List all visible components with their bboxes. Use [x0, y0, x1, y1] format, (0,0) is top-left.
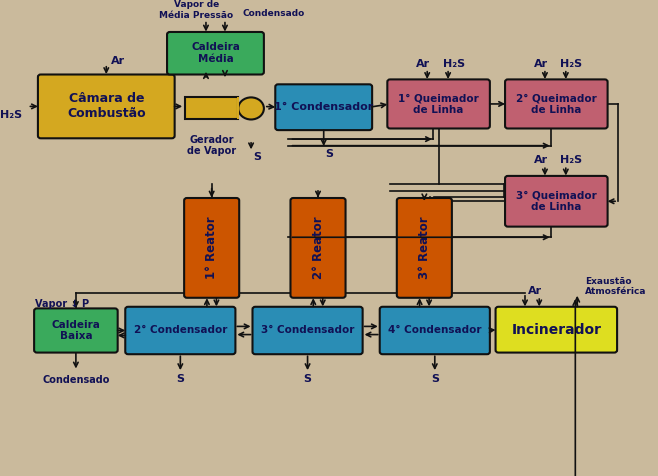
FancyBboxPatch shape [388, 79, 490, 129]
FancyBboxPatch shape [34, 308, 118, 353]
Text: 3° Queimador
de Linha: 3° Queimador de Linha [516, 190, 597, 212]
FancyBboxPatch shape [380, 307, 490, 354]
Text: S: S [303, 374, 312, 384]
Text: Ar: Ar [534, 155, 548, 165]
Text: H₂S: H₂S [561, 155, 582, 165]
Text: S: S [431, 374, 439, 384]
FancyBboxPatch shape [167, 32, 264, 75]
Text: H₂S: H₂S [0, 109, 22, 119]
FancyBboxPatch shape [505, 79, 607, 129]
Text: Ar: Ar [528, 286, 542, 296]
Text: Condensado: Condensado [242, 9, 304, 18]
FancyBboxPatch shape [275, 84, 372, 130]
Text: 2° Queimador
de Linha: 2° Queimador de Linha [516, 93, 597, 115]
FancyBboxPatch shape [253, 307, 363, 354]
Text: Gerador
de Vapor: Gerador de Vapor [187, 135, 236, 157]
Text: 4° Condensador: 4° Condensador [388, 326, 482, 336]
Text: S: S [176, 374, 184, 384]
Text: S: S [326, 149, 334, 159]
Bar [238, 98, 240, 119]
Text: Ar: Ar [534, 59, 548, 69]
FancyBboxPatch shape [505, 176, 607, 227]
Text: Ar: Ar [417, 59, 430, 69]
Text: Ar: Ar [111, 56, 125, 66]
Text: H₂S: H₂S [443, 59, 465, 69]
Text: Vapor de
Média Pressão: Vapor de Média Pressão [159, 0, 234, 20]
FancyBboxPatch shape [184, 198, 240, 298]
Bar [185, 98, 238, 119]
Text: 3° Condensador: 3° Condensador [261, 326, 354, 336]
FancyBboxPatch shape [125, 307, 236, 354]
Text: 3° Reator: 3° Reator [418, 217, 431, 279]
Text: S: S [253, 152, 261, 162]
Text: Vapor ↓ P: Vapor ↓ P [35, 299, 89, 309]
Text: Caldeira
Baixa: Caldeira Baixa [51, 320, 100, 341]
Text: Exaustão
Atmosférica: Exaustão Atmosférica [585, 277, 646, 296]
Text: 1° Reator: 1° Reator [205, 217, 218, 279]
Text: 1° Condensador: 1° Condensador [274, 102, 373, 112]
Text: Condensado: Condensado [42, 375, 110, 385]
FancyBboxPatch shape [38, 75, 174, 139]
Text: 2° Condensador: 2° Condensador [134, 326, 227, 336]
Text: Incinerador: Incinerador [511, 323, 601, 337]
Ellipse shape [238, 98, 264, 119]
Text: Câmara de
Combustão: Câmara de Combustão [67, 92, 145, 120]
FancyBboxPatch shape [397, 198, 452, 298]
FancyBboxPatch shape [495, 307, 617, 353]
Text: Caldeira
Média: Caldeira Média [191, 42, 240, 64]
Text: 2° Reator: 2° Reator [311, 217, 324, 279]
Text: 1° Queimador
de Linha: 1° Queimador de Linha [398, 93, 479, 115]
FancyBboxPatch shape [290, 198, 345, 298]
Text: H₂S: H₂S [561, 59, 582, 69]
